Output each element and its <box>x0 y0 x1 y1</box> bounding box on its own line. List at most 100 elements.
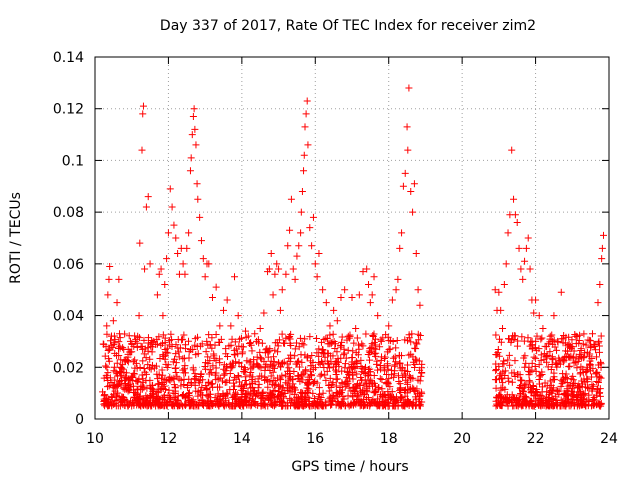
data-point <box>111 384 119 392</box>
noise-point <box>329 352 337 360</box>
data-point <box>293 252 301 260</box>
noise-point <box>494 349 502 357</box>
noise-point <box>181 402 189 410</box>
noise-point <box>344 392 352 400</box>
noise-point <box>141 345 149 353</box>
noise-point <box>317 338 325 346</box>
noise-point <box>267 357 275 365</box>
noise-point <box>136 334 144 342</box>
noise-point <box>537 399 545 407</box>
y-tick-label: 0.12 <box>53 102 84 118</box>
noise-point <box>303 384 311 392</box>
noise-point <box>315 352 323 360</box>
noise-point <box>337 342 345 350</box>
data-point <box>234 312 242 320</box>
noise-point <box>181 365 189 373</box>
noise-point <box>172 350 180 358</box>
noise-point <box>497 386 505 394</box>
noise-point <box>323 367 331 375</box>
noise-point <box>158 366 166 374</box>
noise-point <box>161 346 169 354</box>
noise-point <box>586 341 594 349</box>
data-point <box>326 322 334 330</box>
noise-point <box>380 354 388 362</box>
noise-point <box>155 380 163 388</box>
noise-point <box>248 347 256 355</box>
noise-point <box>296 334 304 342</box>
data-point <box>104 291 112 299</box>
noise-point <box>550 375 558 383</box>
noise-point <box>384 362 392 370</box>
noise-point <box>321 353 329 361</box>
noise-point <box>103 374 111 382</box>
noise-point <box>548 401 556 409</box>
noise-point <box>318 348 326 356</box>
noise-point <box>273 398 281 406</box>
noise-point <box>505 377 513 385</box>
noise-point <box>273 374 281 382</box>
noise-point <box>212 330 220 338</box>
noise-point <box>380 363 388 371</box>
noise-point <box>185 337 193 345</box>
noise-point <box>596 392 604 400</box>
data-point <box>100 392 108 400</box>
noise-point <box>234 372 242 380</box>
noise-point <box>215 355 223 363</box>
data-point <box>164 229 172 237</box>
noise-point <box>567 375 575 383</box>
noise-point <box>238 350 246 358</box>
data-point <box>579 368 587 376</box>
noise-point <box>397 352 405 360</box>
data-point <box>526 265 534 273</box>
noise-point <box>226 369 234 377</box>
noise-point <box>531 392 539 400</box>
noise-point <box>238 393 246 401</box>
noise-point <box>505 397 513 405</box>
x-tick-label: 18 <box>380 431 398 447</box>
noise-point <box>306 333 314 341</box>
noise-point <box>413 385 421 393</box>
noise-point <box>278 330 286 338</box>
noise-point <box>132 359 140 367</box>
background-noise-points <box>99 330 605 410</box>
data-point <box>136 239 144 247</box>
noise-point <box>140 401 148 409</box>
noise-point <box>581 378 589 386</box>
data-point <box>271 270 279 278</box>
noise-point <box>185 354 193 362</box>
noise-point <box>246 394 254 402</box>
noise-point <box>520 381 528 389</box>
noise-point <box>333 348 341 356</box>
noise-point <box>304 389 312 397</box>
noise-point <box>142 354 150 362</box>
data-point <box>344 332 352 340</box>
data-point <box>355 291 363 299</box>
noise-point <box>349 393 357 401</box>
noise-point <box>174 392 182 400</box>
noise-point <box>560 332 568 340</box>
y-tick-labels: 0 0.02 0.04 0.06 0.08 0.1 0.12 0.14 <box>53 50 84 428</box>
noise-point <box>418 368 426 376</box>
noise-point <box>504 402 512 410</box>
noise-point <box>258 395 266 403</box>
noise-point <box>518 333 526 341</box>
noise-point <box>499 379 507 387</box>
noise-point <box>563 385 571 393</box>
data-point <box>341 286 349 294</box>
noise-point <box>335 362 343 370</box>
noise-point <box>180 369 188 377</box>
noise-point <box>362 363 370 371</box>
noise-point <box>114 402 122 410</box>
noise-point <box>345 384 353 392</box>
noise-point <box>258 339 266 347</box>
data-point <box>208 293 216 301</box>
data-point <box>599 231 607 239</box>
noise-point <box>529 384 537 392</box>
x-axis-label: GPS time / hours <box>291 459 408 475</box>
noise-point <box>203 337 211 345</box>
noise-point <box>142 370 150 378</box>
noise-point <box>505 397 513 405</box>
noise-point <box>287 330 295 338</box>
data-point <box>405 84 413 92</box>
